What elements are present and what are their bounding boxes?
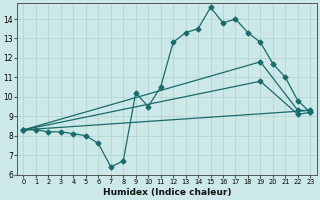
X-axis label: Humidex (Indice chaleur): Humidex (Indice chaleur) (103, 188, 231, 197)
